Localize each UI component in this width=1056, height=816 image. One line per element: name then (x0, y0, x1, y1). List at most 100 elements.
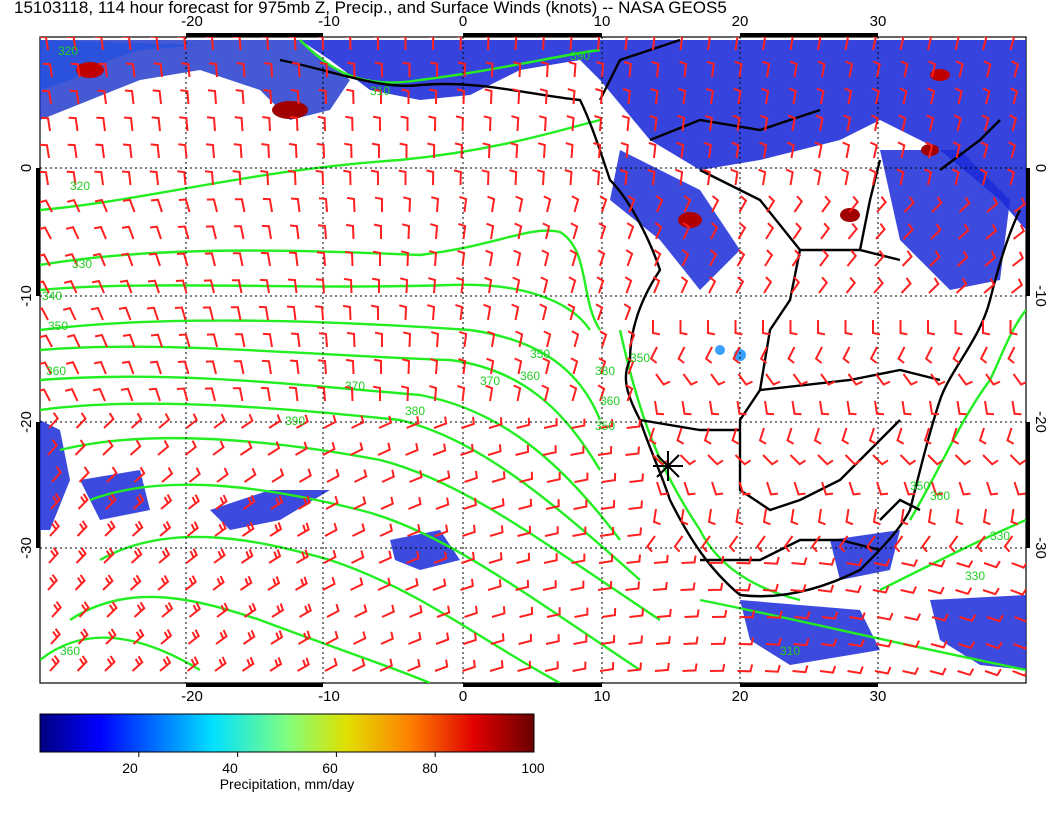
colorbar-tick: 100 (521, 760, 545, 776)
contour-label: 310 (370, 84, 390, 98)
wind-barb-icon (652, 276, 661, 294)
wind-barb-icon (793, 481, 806, 496)
wind-barb-icon (271, 468, 285, 483)
wind-barb-icon (544, 661, 559, 672)
wind-barb-icon (118, 306, 132, 321)
wind-barb-icon (405, 443, 419, 456)
wind-barb-icon (785, 168, 794, 186)
wind-barb-icon (488, 552, 503, 564)
wind-barb-icon (377, 442, 391, 456)
wind-barb-icon (540, 276, 549, 294)
wind-barb-icon (764, 400, 775, 416)
wind-barb-icon (379, 658, 393, 672)
top-lon-tick: 0 (459, 13, 467, 30)
wind-barb-icon (456, 276, 465, 294)
wind-barb-icon (763, 556, 780, 565)
wind-barb-icon (924, 346, 933, 364)
wind-barb-icon (703, 141, 712, 159)
wind-barb-icon (928, 559, 946, 568)
wind-barb-icon (873, 558, 891, 567)
wind-barb-icon (214, 656, 227, 672)
contour-label: 390 (285, 414, 305, 428)
wind-barb-icon (985, 224, 998, 240)
wind-barb-icon (654, 222, 663, 240)
wind-barb-icon (790, 276, 801, 294)
wind-barb-icon (599, 195, 608, 213)
wind-barb-icon (486, 222, 495, 240)
wind-barb-icon (518, 633, 533, 645)
wind-barb-icon (516, 417, 531, 429)
wind-barb-icon (433, 551, 448, 564)
wind-barb-icon (372, 250, 381, 266)
wind-barb-icon (629, 473, 644, 483)
wind-barb-icon (704, 346, 713, 364)
wind-barb-icon (372, 37, 379, 51)
wind-barb-icon (402, 196, 412, 213)
wind-barb-icon (567, 88, 576, 105)
contour-label: 390 (570, 49, 590, 63)
wind-barb-icon (175, 279, 188, 294)
wind-barb-icon (816, 87, 825, 105)
wind-barb-icon (844, 320, 853, 336)
wind-barb-icon (453, 169, 462, 186)
wind-barb-icon (317, 359, 327, 375)
wind-barb-icon (570, 222, 579, 240)
wind-barb-icon (574, 472, 589, 483)
wind-barb-icon (42, 62, 53, 78)
wind-barb-icon (121, 225, 135, 240)
wind-barb-icon (738, 481, 751, 496)
wind-barb-icon (650, 37, 656, 51)
wind-barb-icon (381, 604, 395, 618)
wind-barb-icon (707, 320, 716, 336)
contour-label: 370 (480, 374, 500, 388)
wind-barb-icon (899, 320, 908, 336)
wind-barb-icon (760, 114, 769, 132)
wind-barb-icon (232, 170, 242, 186)
wind-barb-icon (121, 360, 135, 375)
wind-barb-icon (814, 141, 823, 159)
wind-barb-icon (130, 412, 143, 429)
wind-barb-icon (954, 454, 972, 466)
wind-barb-icon (927, 586, 945, 595)
wind-barb-icon (158, 413, 171, 429)
bottom-lon-tick: 0 (459, 688, 467, 705)
wind-barb-icon (234, 333, 246, 348)
wind-barb-icon (406, 416, 420, 429)
wind-barb-icon (762, 454, 779, 466)
wind-barb-icon (678, 87, 687, 105)
wind-barb-icon (463, 632, 477, 645)
wind-barb-icon (407, 659, 421, 672)
wind-barb-icon (316, 251, 326, 267)
wind-barb-icon (789, 320, 798, 336)
wind-barb-icon (656, 481, 669, 496)
wind-barb-icon (978, 427, 987, 445)
wind-barb-icon (848, 639, 865, 648)
wind-barb-icon (239, 440, 253, 456)
wind-barb-icon (455, 303, 464, 321)
top-lon-tick: 10 (594, 13, 611, 30)
wind-barb-icon (176, 387, 189, 402)
wind-barb-icon (764, 664, 781, 673)
wind-barb-icon (735, 276, 745, 294)
wind-barb-icon (351, 550, 365, 564)
wind-barb-icon (486, 357, 495, 375)
wind-barb-icon (1009, 37, 1016, 51)
top-lon-tick: -20 (181, 13, 203, 30)
wind-barb-icon (820, 222, 831, 240)
wind-barb-icon (901, 250, 913, 267)
wind-barb-icon (593, 142, 602, 159)
wind-barb-icon (544, 526, 559, 537)
wind-barb-icon (354, 604, 368, 618)
wind-barb-icon (876, 481, 889, 496)
wind-barb-icon (129, 574, 142, 591)
wind-barb-icon (487, 579, 502, 591)
wind-barb-icon (678, 37, 684, 51)
wind-barb-icon (93, 360, 107, 375)
wind-barb-icon (96, 116, 106, 132)
wind-barb-icon (174, 306, 187, 321)
wind-barb-icon (847, 666, 864, 675)
wind-barb-icon (675, 168, 684, 186)
wind-barb-icon (538, 115, 547, 132)
wind-barb-icon (1010, 588, 1026, 596)
wind-barb-icon (901, 559, 919, 568)
